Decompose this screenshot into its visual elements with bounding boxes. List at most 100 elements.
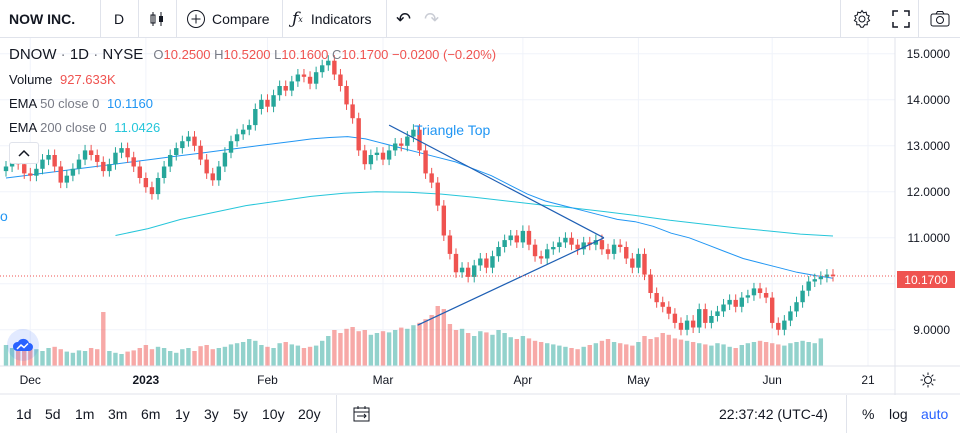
candle <box>581 236 586 255</box>
chart-type-button[interactable] <box>148 0 166 38</box>
volume-bar <box>733 348 738 366</box>
tradingview-logo[interactable] <box>7 329 39 361</box>
candle-body <box>271 95 276 107</box>
undo-icon: ↶ <box>396 8 412 29</box>
range-button-5y[interactable]: 5y <box>233 406 248 422</box>
range-button-10y[interactable]: 10y <box>262 406 285 422</box>
candle-body <box>459 267 465 273</box>
ema50-params: 50 close 0 <box>40 96 100 111</box>
triangle-lower-trendline <box>417 237 605 326</box>
candle-body <box>58 166 63 183</box>
candle-body <box>642 253 647 275</box>
volume-label: Volume <box>9 72 53 87</box>
clock[interactable]: 22:37:42 (UTC-4) <box>719 406 828 422</box>
candle <box>423 144 428 179</box>
volume-bar <box>271 348 276 366</box>
volume-bar <box>234 343 240 366</box>
volume-bar <box>642 336 647 366</box>
candle <box>228 135 234 159</box>
candle <box>40 154 45 175</box>
triangle-top-label[interactable]: Triangle Top <box>414 122 491 138</box>
percent-toggle[interactable]: % <box>862 406 875 422</box>
range-button-3y[interactable]: 3y <box>204 406 219 422</box>
candle <box>186 131 191 147</box>
plus-circle-icon <box>187 10 205 28</box>
volume-bar <box>654 337 659 366</box>
candle <box>198 140 203 166</box>
volume-bar <box>520 336 526 366</box>
auto-toggle[interactable]: auto <box>921 406 949 422</box>
range-button-3m[interactable]: 3m <box>108 406 128 422</box>
candle-body <box>3 166 9 172</box>
ema50-legend[interactable]: EMA 50 close 0 10.1160 <box>9 96 153 111</box>
settings-button[interactable] <box>852 0 872 38</box>
volume-bar <box>630 345 635 366</box>
legend-open-label: O <box>153 47 164 62</box>
candle-body <box>672 313 678 323</box>
legend-collapse-button[interactable] <box>9 142 39 164</box>
candle-body <box>569 237 574 245</box>
log-toggle[interactable]: log <box>889 406 908 422</box>
volume-bar <box>532 340 538 366</box>
volume-bar <box>490 334 495 366</box>
go-to-date-button[interactable] <box>352 395 372 433</box>
symbol-search-button[interactable]: NOW INC. <box>9 0 75 38</box>
range-button-6m[interactable]: 6m <box>141 406 161 422</box>
candle <box>46 149 51 166</box>
candle-body <box>703 309 708 323</box>
candle <box>636 248 641 274</box>
range-button-20y[interactable]: 20y <box>298 406 321 422</box>
volume-bar <box>818 338 824 366</box>
volume-bar <box>721 344 726 366</box>
range-button-1d[interactable]: 1d <box>16 406 32 422</box>
volume-bar <box>769 343 775 366</box>
volume-bar <box>332 330 337 366</box>
candle <box>721 298 726 317</box>
candle-body <box>28 173 33 176</box>
volume-bar <box>538 342 544 366</box>
volume-bar <box>575 349 580 366</box>
range-button-1y[interactable]: 1y <box>175 406 190 422</box>
candle <box>155 172 161 200</box>
axis-settings-button[interactable] <box>920 372 936 393</box>
candle <box>526 225 532 251</box>
candle-body <box>40 159 45 169</box>
candle <box>107 158 112 177</box>
volume-bar <box>210 349 215 366</box>
volume-legend[interactable]: Volume 927.633K <box>9 72 116 87</box>
candle <box>490 250 495 274</box>
redo-button[interactable]: ↷ <box>424 0 439 38</box>
cloud-logo-icon <box>12 338 33 351</box>
candle <box>630 252 635 274</box>
volume-bar <box>472 336 477 366</box>
undo-button[interactable]: ↶ <box>396 0 411 38</box>
volume-bar <box>15 351 21 366</box>
range-button-5d[interactable]: 5d <box>45 406 61 422</box>
screenshot-button[interactable] <box>930 0 950 38</box>
interval-button[interactable]: D <box>114 0 124 38</box>
candle <box>216 160 222 186</box>
fullscreen-button[interactable] <box>892 0 910 38</box>
candle <box>417 124 422 156</box>
candle-body <box>350 104 355 119</box>
time-tick: 2023 <box>132 373 160 387</box>
volume-bar <box>192 351 197 366</box>
volume-bar <box>88 348 94 366</box>
ema50-line <box>5 136 834 279</box>
candle <box>356 112 361 156</box>
volume-bar <box>672 338 678 366</box>
ema200-path <box>115 191 834 237</box>
toolbar-divider <box>176 0 177 38</box>
legend-change: −0.0200 (−0.20%) <box>392 47 497 62</box>
last-price-label: 10.1700 <box>897 271 955 288</box>
candle <box>350 98 355 124</box>
volume-bar <box>344 328 349 366</box>
candle <box>769 292 775 329</box>
volume-bar <box>301 348 307 366</box>
compare-button[interactable]: Compare <box>186 0 270 38</box>
ema200-legend[interactable]: EMA 200 close 0 11.0426 <box>9 120 160 135</box>
candles-icon <box>150 12 163 26</box>
range-button-1m[interactable]: 1m <box>75 406 95 422</box>
